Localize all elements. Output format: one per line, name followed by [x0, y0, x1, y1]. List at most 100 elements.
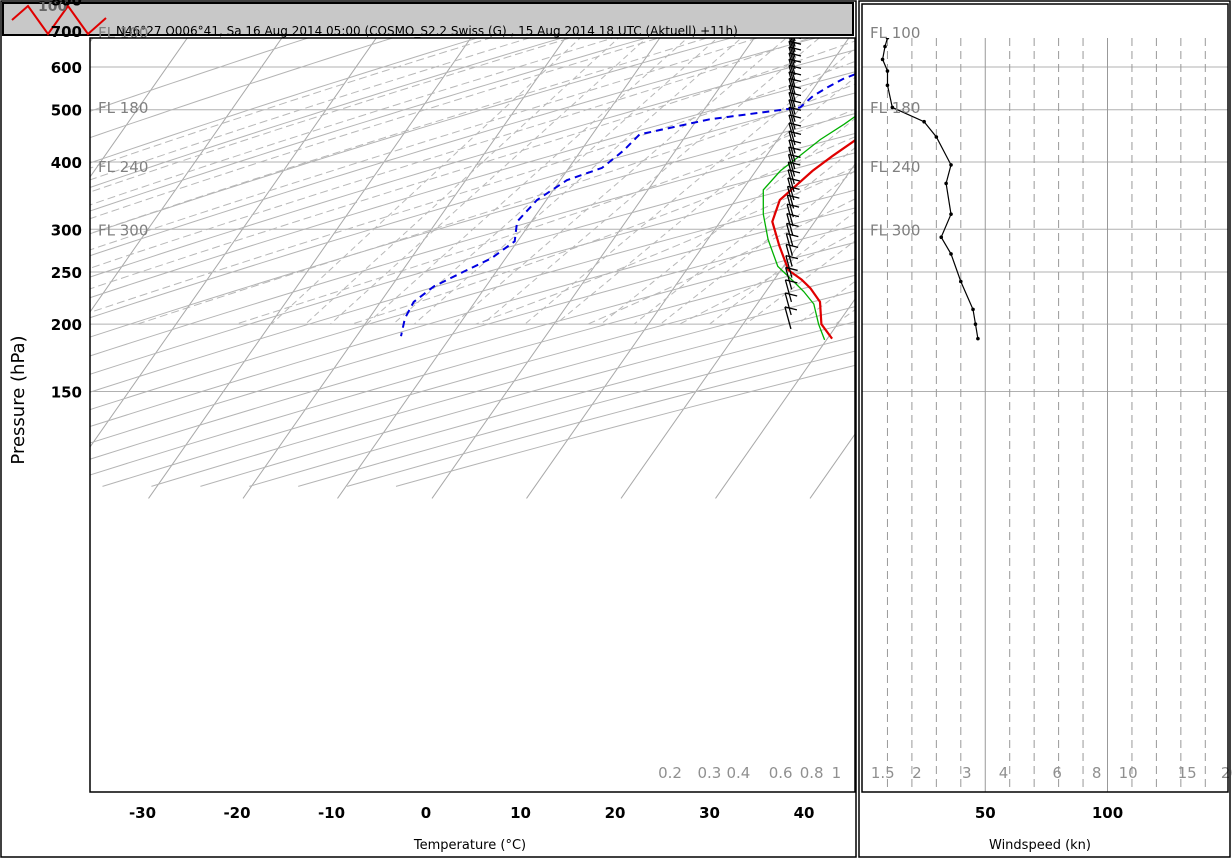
- chart-info-text: N46°27 O006°41, Sa 16 Aug 2014 05:00 (CO…: [116, 24, 738, 38]
- wind-barb-flag: [788, 84, 802, 90]
- wind-barb-flag: [787, 194, 800, 199]
- wind-barb: [788, 65, 796, 88]
- dry-adiabat-line: [90, 152, 855, 375]
- moist-adiabat-line: [90, 38, 532, 181]
- wind-barb: [786, 194, 794, 218]
- wind-barb-flag: [784, 306, 798, 311]
- mixing-ratio-label: 1: [832, 764, 842, 782]
- temperature-tick-label: 40: [794, 804, 815, 822]
- windspeed-point: [890, 105, 895, 110]
- dry-adiabat-line: [90, 49, 855, 278]
- isotherm-line: [90, 38, 377, 448]
- chart-header: 100 N46°27 O006°41, Sa 16 Aug 2014 05:00…: [2, 0, 854, 38]
- wind-barb: [788, 146, 796, 170]
- windspeed-point: [880, 57, 885, 62]
- wind-barb-flag: [788, 71, 802, 76]
- flight-level-label: FL 180: [98, 99, 148, 117]
- moist-adiabat-line: [90, 38, 572, 193]
- flight-level-label: FL 100: [98, 24, 148, 42]
- moist-adiabat-line: [475, 166, 855, 325]
- windspeed-tick-label: 50: [975, 804, 996, 822]
- wind-barb: [788, 114, 796, 138]
- wind-barb: [788, 92, 796, 115]
- windspeed-tick-label: 100: [1092, 804, 1123, 822]
- windspeed-point: [885, 69, 890, 73]
- dry-adiabat-line: [90, 38, 649, 212]
- isotherm-line: [337, 38, 661, 499]
- skewt-plot-area: [90, 0, 855, 499]
- wind-barb-flag: [788, 146, 801, 151]
- wind-barb-flag: [787, 185, 800, 191]
- x-axis-label: Temperature (°C): [413, 838, 526, 853]
- isotherm-line: [431, 38, 755, 499]
- wind-barb-flag: [788, 52, 802, 57]
- pressure-tick-label: 700: [51, 23, 82, 41]
- flight-level-label: FL 240: [870, 158, 920, 176]
- mixing-ratio-label: 10: [1119, 764, 1138, 782]
- dry-adiabat-line: [90, 224, 855, 444]
- isotherm-line: [90, 38, 283, 313]
- wind-barb: [788, 58, 796, 82]
- dry-adiabat-line: [200, 306, 855, 487]
- flight-level-label: FL 180: [870, 99, 920, 117]
- windspeed-point: [944, 181, 948, 186]
- wind-barb-flag: [786, 233, 799, 238]
- wind-barb-flag: [788, 139, 802, 144]
- temperature-tick-label: -10: [318, 804, 345, 822]
- wind-barb-flag: [789, 30, 801, 33]
- wind-axis-label: Windspeed (kn): [989, 838, 1091, 853]
- mixing-ratio-label: 6: [1052, 764, 1062, 782]
- wind-barb-flag: [786, 212, 799, 218]
- moist-adiabat-line: [90, 38, 615, 206]
- windspeed-point: [885, 83, 890, 88]
- wind-barb-flag: [788, 153, 801, 159]
- wind-barb: [784, 306, 792, 330]
- wind-barb-flag: [789, 9, 801, 12]
- windspeed-point: [883, 44, 887, 49]
- wind-barb-flag: [787, 177, 800, 182]
- mixing-ratio-label: 0.3: [698, 764, 722, 782]
- pressure-tick-label: 400: [51, 154, 82, 172]
- mixing-ratio-line: [305, 38, 620, 325]
- top-pressure-label: 100: [38, 0, 68, 15]
- isotherm-line: [526, 38, 850, 499]
- mixing-ratio-line: [271, 38, 581, 325]
- wind-barb-flag: [788, 46, 802, 51]
- wind-barb: [784, 279, 793, 303]
- wind-barb-flag: [788, 77, 802, 83]
- wind-barb: [789, 0, 795, 12]
- wind-barb-flag: [786, 203, 800, 208]
- dewpoint-line: [400, 73, 855, 337]
- pressure-tick-label: 150: [51, 384, 82, 402]
- temperature-tick-label: 20: [605, 804, 626, 822]
- wind-barb: [788, 99, 796, 122]
- dry-adiabat-line: [90, 92, 855, 319]
- dry-adiabat-line: [90, 189, 855, 411]
- dry-adiabat-line: [90, 241, 855, 460]
- dry-adiabat-line: [90, 38, 564, 188]
- y-axis-label: Pressure (hPa): [8, 335, 29, 464]
- moist-adiabat-line: [90, 40, 855, 290]
- mixing-ratio-label: 20: [1221, 764, 1232, 782]
- skewt-frame: [89, 37, 856, 793]
- windspeed-point: [939, 235, 944, 240]
- windspeed-point: [959, 279, 963, 284]
- windspeed-point: [976, 336, 980, 341]
- wind-barb: [788, 78, 796, 101]
- dry-adiabat-line: [90, 38, 395, 139]
- temperature-tick-label: 30: [699, 804, 720, 822]
- moist-adiabat-line: [90, 38, 492, 169]
- mixing-ratio-label: 2: [912, 764, 922, 782]
- pressure-tick-label: 600: [51, 59, 82, 77]
- wind-barb-flag: [789, 14, 801, 17]
- dry-adiabat-line: [90, 38, 734, 235]
- flight-level-label: FL 300: [98, 221, 148, 239]
- wind-barb-flag: [785, 255, 799, 260]
- moist-adiabat-line: [351, 136, 855, 325]
- wind-barb: [787, 161, 795, 185]
- windspeed-point: [922, 119, 926, 124]
- wind-barb-flag: [785, 266, 798, 272]
- temperature-line: [771, 139, 855, 340]
- mixing-ratio-label: 0.6: [769, 764, 793, 782]
- dry-adiabat-line: [90, 38, 310, 112]
